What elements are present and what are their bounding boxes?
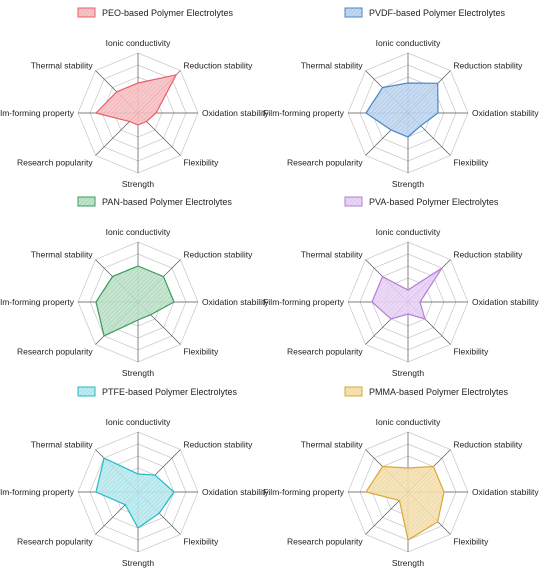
axis-label: Ionic conductivity: [376, 417, 441, 427]
axis-label: Ionic conductivity: [106, 417, 171, 427]
axis-label: Film-forming property: [263, 487, 345, 497]
axis-label: Research popularity: [17, 157, 93, 167]
legend-label: PEO-based Polymer Electrolytes: [102, 8, 234, 18]
axis-label: Oxidation stability: [472, 108, 539, 118]
axis-label: Flexibility: [453, 536, 489, 546]
axis-label: Film-forming property: [0, 297, 75, 307]
axis-label: Oxidation stability: [472, 297, 539, 307]
legend-swatch: [344, 196, 363, 207]
legend-peo: PEO-based Polymer Electrolytes: [77, 7, 234, 18]
legend-label: PAN-based Polymer Electrolytes: [102, 197, 232, 207]
axis-label: Flexibility: [453, 157, 489, 167]
radar-series-area: [94, 73, 178, 126]
axis-label: Ionic conductivity: [376, 227, 441, 237]
legend-label: PMMA-based Polymer Electrolytes: [369, 387, 509, 397]
axis-label: Oxidation stability: [202, 487, 269, 497]
axis-label: Thermal stability: [301, 61, 364, 71]
axis-label: Strength: [392, 558, 424, 568]
radar-panel-ptfe: PTFE-based Polymer Electrolytes Ionic con…: [0, 386, 269, 568]
axis-label: Ionic conductivity: [106, 227, 171, 237]
axis-label: Film-forming property: [263, 108, 345, 118]
axis-label: Ionic conductivity: [376, 38, 441, 48]
axis-label: Thermal stability: [301, 440, 364, 450]
legend-label: PVDF-based Polymer Electrolytes: [369, 8, 506, 18]
radar-series-area: [95, 265, 175, 337]
radar-panel-pvdf: PVDF-based Polymer Electrolytes Ionic con…: [263, 7, 539, 189]
axis-label: Oxidation stability: [202, 297, 269, 307]
legend-label: PVA-based Polymer Electrolytes: [369, 197, 499, 207]
axis-label: Ionic conductivity: [106, 38, 171, 48]
axis-label: Reduction stability: [183, 440, 253, 450]
axis-label: Flexibility: [183, 536, 219, 546]
axis-label: Reduction stability: [453, 440, 523, 450]
legend-swatch: [77, 7, 96, 18]
radar-series-area: [365, 82, 439, 138]
legend-pva: PVA-based Polymer Electrolytes: [344, 196, 499, 207]
radar-series-area: [371, 267, 443, 320]
axis-label: Strength: [122, 558, 154, 568]
axis-label: Research popularity: [287, 157, 363, 167]
axis-label: Thermal stability: [31, 440, 94, 450]
axis-label: Flexibility: [183, 346, 219, 356]
axis-label: Research popularity: [17, 346, 93, 356]
axis-label: Research popularity: [287, 346, 363, 356]
legend-pmma: PMMA-based Polymer Electrolytes: [344, 386, 509, 397]
radar-series-area: [95, 457, 175, 529]
radar-panel-peo: PEO-based Polymer Electrolytes Ionic cond…: [0, 7, 269, 189]
axis-label: Strength: [122, 368, 154, 378]
axis-label: Oxidation stability: [202, 108, 269, 118]
legend-label: PTFE-based Polymer Electrolytes: [102, 387, 238, 397]
legend-swatch: [77, 196, 96, 207]
legend-ptfe: PTFE-based Polymer Electrolytes: [77, 386, 238, 397]
radar-series-area: [365, 465, 445, 541]
axis-label: Flexibility: [183, 157, 219, 167]
radar-panel-pan: PAN-based Polymer Electrolytes Ionic cond…: [0, 196, 269, 378]
axis-label: Thermal stability: [301, 250, 364, 260]
axis-label: Strength: [122, 179, 154, 189]
axis-label: Strength: [392, 368, 424, 378]
legend-pan: PAN-based Polymer Electrolytes: [77, 196, 232, 207]
axis-label: Film-forming property: [263, 297, 345, 307]
axis-label: Reduction stability: [453, 250, 523, 260]
legend-swatch: [344, 386, 363, 397]
axis-label: Thermal stability: [31, 61, 94, 71]
radar-panel-pva: PVA-based Polymer Electrolytes Ionic cond…: [263, 196, 539, 378]
axis-label: Oxidation stability: [472, 487, 539, 497]
axis-label: Reduction stability: [183, 250, 253, 260]
axis-label: Strength: [392, 179, 424, 189]
axis-label: Flexibility: [453, 346, 489, 356]
legend-pvdf: PVDF-based Polymer Electrolytes: [344, 7, 506, 18]
axis-label: Thermal stability: [31, 250, 94, 260]
axis-label: Research popularity: [287, 536, 363, 546]
legend-swatch: [77, 386, 96, 397]
axis-label: Reduction stability: [183, 61, 253, 71]
axis-label: Film-forming property: [0, 487, 75, 497]
axis-label: Research popularity: [17, 536, 93, 546]
axis-label: Film-forming property: [0, 108, 75, 118]
legend-swatch: [344, 7, 363, 18]
radar-panel-pmma: PMMA-based Polymer Electrolytes Ionic con…: [263, 386, 539, 568]
axis-label: Reduction stability: [453, 61, 523, 71]
